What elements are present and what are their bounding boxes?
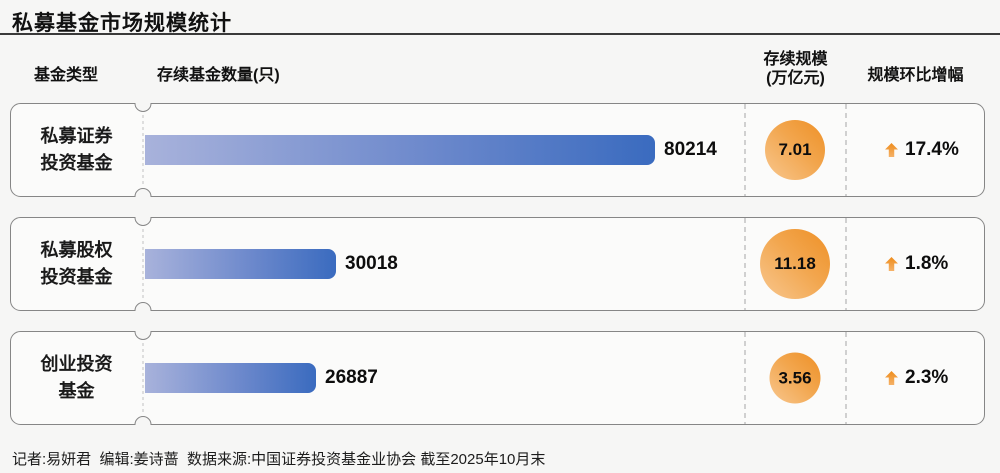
page-title: 私募基金市场规模统计	[12, 12, 232, 35]
growth-value: 2.3%	[905, 367, 949, 388]
column-header-fund-count: 存续基金数量(只)	[157, 67, 280, 84]
scale-bubble: 7.01	[765, 120, 825, 180]
scale-bubble: 11.18	[760, 229, 830, 299]
growth-group: 2.3%	[885, 367, 948, 389]
fund-type-label: 私募证券 投资基金	[10, 123, 143, 177]
fund-type-label-line2: 投资基金	[40, 267, 113, 287]
up-arrow-icon	[885, 371, 898, 385]
count-bar	[145, 249, 336, 279]
growth-value: 1.8%	[905, 253, 949, 274]
scale-value: 7.01	[778, 140, 812, 159]
scale-bubble: 3.56	[769, 352, 821, 404]
count-bar	[145, 363, 316, 393]
fund-type-label-line2: 基金	[58, 381, 95, 401]
fund-type-label-line1: 创业投资	[40, 354, 113, 374]
scale-value: 3.56	[778, 368, 812, 387]
fund-type-label: 私募股权 投资基金	[10, 237, 143, 291]
column-header-scale-line2: (万亿元)	[766, 70, 825, 87]
fund-type-label-line1: 私募股权	[40, 240, 113, 260]
count-bar	[145, 135, 655, 165]
footer-credits: 记者:易妍君 编辑:姜诗蔷 数据来源:中国证券投资基金业协会 截至2025年10…	[12, 451, 546, 468]
growth-group: 17.4%	[885, 139, 959, 161]
column-header-scale: 存续规模 (万亿元)	[745, 50, 846, 88]
growth-group: 1.8%	[885, 253, 948, 275]
fund-type-label: 创业投资 基金	[10, 351, 143, 405]
up-arrow-icon	[885, 143, 898, 157]
count-value: 30018	[345, 253, 398, 274]
column-header-growth: 规模环比增幅	[867, 67, 964, 84]
title-divider	[0, 33, 1000, 35]
fund-row-equity: 私募股权 投资基金 30018 11.18 1.8%	[10, 217, 985, 311]
card-background	[10, 331, 985, 425]
fund-type-label-line1: 私募证券	[40, 126, 113, 146]
growth-value: 17.4%	[905, 139, 959, 160]
fund-type-label-line2: 投资基金	[40, 153, 113, 173]
count-value: 26887	[325, 367, 378, 388]
scale-value: 11.18	[774, 254, 816, 273]
column-header-fund-type: 基金类型	[34, 67, 99, 84]
fund-row-venture: 创业投资 基金 26887 3.56 2.3%	[10, 331, 985, 425]
column-header-scale-line1: 存续规模	[763, 51, 828, 68]
fund-row-securities: 私募证券 投资基金 80214 7.01 17.4%	[10, 103, 985, 197]
up-arrow-icon	[885, 257, 898, 271]
card-background	[10, 217, 985, 311]
count-value: 80214	[664, 139, 717, 160]
